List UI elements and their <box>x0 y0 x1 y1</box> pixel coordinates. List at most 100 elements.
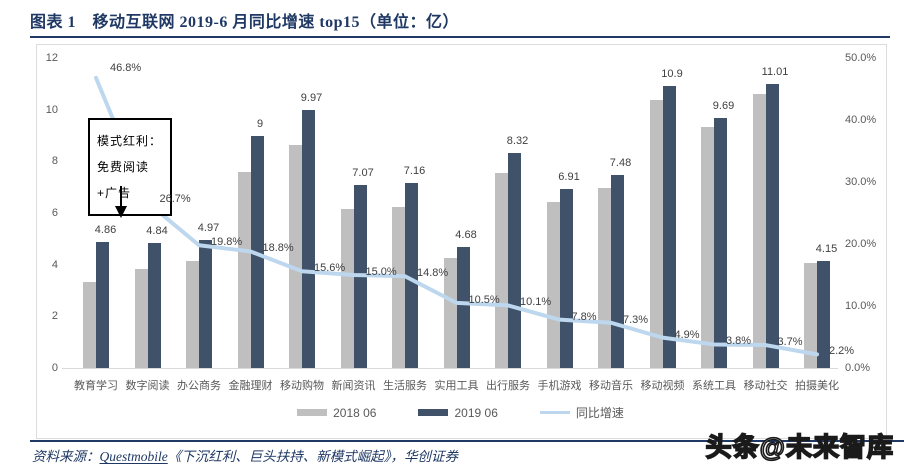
bar-2019 <box>817 260 830 368</box>
growth-label: 26.7% <box>159 193 191 206</box>
category-label: 实用工具 <box>434 380 479 392</box>
value-label-2019: 4.15 <box>815 242 838 255</box>
y-axis-left-tick: 12 <box>45 52 58 64</box>
bar-2018 <box>340 209 354 368</box>
growth-label: 10.1% <box>520 296 552 309</box>
source-link[interactable]: Questmobile <box>99 449 168 464</box>
bar-2019 <box>508 153 521 368</box>
value-label-2019: 4.68 <box>455 229 477 242</box>
category-label: 移动购物 <box>280 380 324 392</box>
value-label-2019: 9.97 <box>300 92 323 105</box>
bar-2018 <box>495 172 508 368</box>
category-label: 移动音乐 <box>589 380 633 392</box>
bar-2018 <box>289 145 302 368</box>
bar-2019 <box>199 239 212 368</box>
y-axis-left-tick: 4 <box>51 258 58 271</box>
y-axis-left-tick: 10 <box>45 103 58 116</box>
bar-2018 <box>752 93 766 368</box>
bar-2019 <box>611 174 624 368</box>
chart-title: 图表 1 移动互联网 2019-6 月同比增速 top15（单位：亿） <box>30 14 460 31</box>
category-label: 生活服务 <box>383 380 427 392</box>
legend-item-2018: 2018 06 <box>297 406 376 420</box>
value-label-2019: 4.97 <box>197 221 220 234</box>
bar-2019 <box>147 242 161 368</box>
bar-2019 <box>559 189 573 368</box>
bar-2018 <box>546 202 560 368</box>
y-axis-right-tick: 40.0% <box>845 114 877 126</box>
bar-2018 <box>83 282 96 368</box>
value-label-2019: 4.86 <box>94 224 117 237</box>
legend-swatch-growth-line <box>539 411 570 414</box>
bar-2018 <box>804 263 817 368</box>
category-label: 数字阅读 <box>125 380 170 392</box>
value-label-2019: 9.69 <box>712 99 735 112</box>
growth-label: 46.8% <box>110 61 142 74</box>
category-label: 教育学习 <box>74 380 118 392</box>
category-label: 办公商务 <box>177 380 221 392</box>
value-label-2019: 4.84 <box>146 224 168 237</box>
legend-swatch-2019 <box>418 409 449 416</box>
value-label-2019: 8.32 <box>506 135 529 148</box>
x-axis-line <box>62 368 838 369</box>
y-axis-right-tick: 50.0% <box>845 52 877 64</box>
y-axis-right-tick: 10.0% <box>845 300 877 312</box>
source-rest: 《下沉红利、巨头扶持、新模式崛起》，华创证券 <box>167 449 458 464</box>
value-label-2019: 6.91 <box>558 171 580 184</box>
category-label: 新闻资讯 <box>331 380 376 392</box>
bar-2018 <box>237 172 251 368</box>
y-axis-right-tick: 0.0% <box>845 362 871 374</box>
category-label: 拍摄美化 <box>795 380 839 392</box>
annotation-arrow-icon <box>115 186 127 218</box>
growth-label: 15.6% <box>314 262 346 275</box>
category-label: 金融理财 <box>228 380 273 392</box>
growth-label: 7.8% <box>571 310 597 323</box>
legend-label-2018: 2018 06 <box>333 405 377 420</box>
category-label: 出行服务 <box>486 380 530 392</box>
bar-2018 <box>701 126 714 368</box>
bar-2019 <box>302 110 315 368</box>
y-axis-right-tick: 20.0% <box>845 238 877 250</box>
legend-item-growth: 同比增速 <box>539 404 624 421</box>
bar-2019 <box>714 117 727 368</box>
y-axis-right-tick: 30.0% <box>845 176 877 188</box>
growth-label: 4.9% <box>674 328 700 341</box>
value-label-2019: 10.9 <box>661 68 683 81</box>
bar-2018 <box>186 260 199 368</box>
legend-swatch-2018 <box>297 409 328 416</box>
bar-2018 <box>649 99 663 368</box>
legend-item-2019: 2019 06 <box>418 405 498 420</box>
y-axis-left-tick: 8 <box>51 155 58 168</box>
legend: 2018 06 2019 06 同比增速 <box>36 404 885 421</box>
bar-2018 <box>392 206 405 368</box>
bar-2019 <box>456 247 470 368</box>
title-rule <box>30 36 890 38</box>
growth-label: 10.5% <box>468 293 500 306</box>
growth-label: 2.2% <box>829 345 855 358</box>
bar-2019 <box>765 83 779 368</box>
value-label-2019: 7.16 <box>403 165 426 178</box>
y-axis-left-tick: 6 <box>51 207 58 219</box>
legend-label-growth: 同比增速 <box>575 406 624 420</box>
bottom-rule <box>30 440 904 442</box>
category-label: 移动视频 <box>640 380 685 392</box>
watermark: 头条@未来智库 <box>705 431 894 463</box>
legend-label-2019: 2019 06 <box>454 405 498 420</box>
y-axis-left-tick: 2 <box>51 310 58 323</box>
growth-label: 15.0% <box>365 266 397 278</box>
source-text: 资料来源：Questmobile《下沉红利、巨头扶持、新模式崛起》，华创证券 <box>32 445 458 465</box>
growth-label: 3.8% <box>726 335 752 348</box>
y-axis-left-tick: 0 <box>51 362 58 374</box>
growth-label: 14.8% <box>417 267 449 280</box>
growth-label: 7.3% <box>623 313 649 326</box>
value-label-2019: 9 <box>256 117 264 130</box>
value-label-2019: 7.07 <box>352 167 374 180</box>
category-label: 系统工具 <box>692 380 736 392</box>
bar-2018 <box>598 187 611 368</box>
growth-label: 3.7% <box>777 336 803 349</box>
bar-2019 <box>662 86 676 368</box>
value-label-2019: 7.48 <box>609 156 632 169</box>
source-prefix: 资料来源： <box>32 449 100 464</box>
category-label: 手机游戏 <box>537 380 582 392</box>
value-label-2019: 11.01 <box>761 65 789 78</box>
